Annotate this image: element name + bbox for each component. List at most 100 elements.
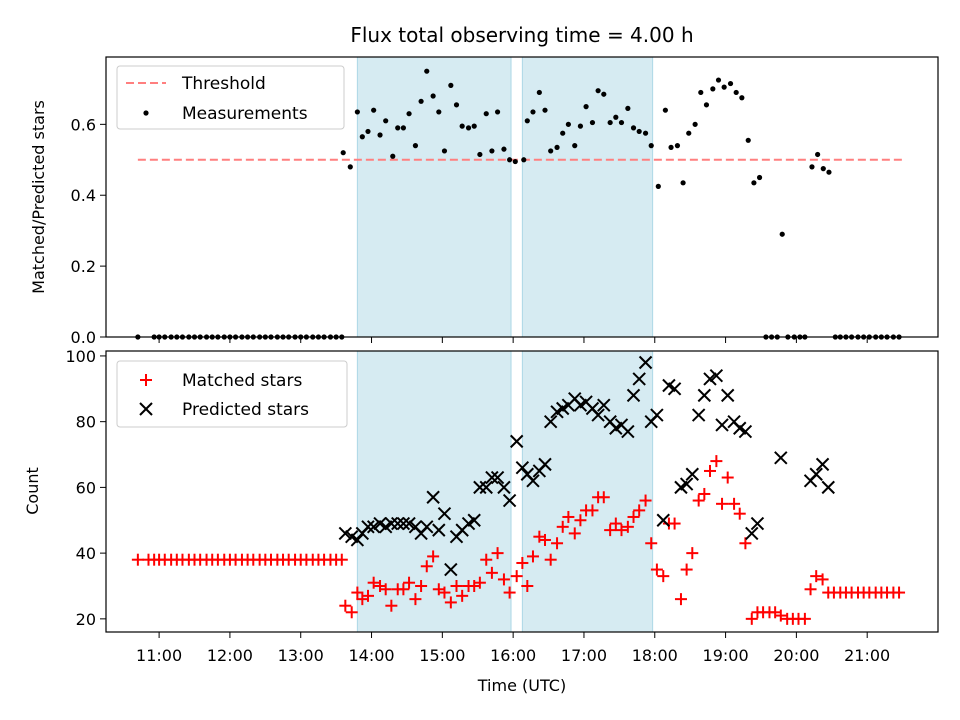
predicted-star-point [691, 408, 706, 422]
top-legend: Threshold Measurements [116, 65, 345, 130]
bottom-y-tick-label: 60 [76, 478, 96, 497]
predicted-star-point [396, 516, 411, 531]
measurement-point [448, 82, 454, 88]
bottom-axes-frame [105, 350, 939, 633]
matched-star-point [544, 553, 557, 566]
matched-star-point [639, 494, 652, 507]
matched-star-point [409, 593, 422, 606]
top-legend-frame [116, 65, 345, 130]
predicted-star-point [437, 506, 452, 521]
predicted-star-point [366, 520, 381, 534]
measurement-point [395, 125, 401, 131]
matched-star-point [804, 583, 817, 596]
measurement-point [477, 151, 483, 158]
measurement-point [727, 80, 734, 87]
measurement-point [459, 123, 465, 129]
predicted-star-point [509, 434, 524, 449]
matched-star-point [510, 570, 523, 583]
matched-star-point [379, 583, 392, 596]
x-tick-label: 11:00 [136, 646, 182, 665]
predicted-star-point [338, 526, 353, 541]
measurement-point [530, 109, 536, 115]
measurement-point [371, 107, 377, 113]
legend-measurements-swatch [143, 110, 149, 116]
matched-star-point [427, 550, 440, 563]
matched-star-point [633, 504, 646, 517]
predicted-star-point [679, 477, 694, 491]
predicted-star-point [426, 490, 440, 504]
legend-predicted-label: Predicted stars [182, 400, 309, 420]
measurement-point [560, 130, 566, 136]
predicted-star-point [526, 474, 540, 488]
matched-star-point [361, 589, 374, 602]
top-y-tick-label: 0.6 [71, 115, 96, 134]
measurement-point [453, 102, 460, 108]
measurement-point [347, 164, 353, 170]
matched-star-point [403, 576, 416, 589]
measurement-point [779, 231, 785, 237]
matched-star-point [810, 570, 823, 583]
measurement-point [465, 125, 472, 131]
measurement-point [826, 169, 832, 175]
measurement-point [636, 128, 642, 135]
top-y-tick-label: 0.4 [71, 186, 96, 205]
matched-star-point [609, 517, 622, 530]
top-y-ticks: 0.0 0.2 0.4 0.6 [71, 115, 106, 347]
matched-star-point [774, 609, 787, 622]
matched-star-point [562, 510, 575, 523]
x-tick-label: 19:00 [703, 646, 749, 665]
predicted-star-point [650, 408, 664, 422]
measurement-point [595, 88, 601, 94]
top-y-tick-label: 0.2 [71, 257, 96, 276]
predicted-star-point [597, 398, 611, 412]
predicted-star-point [809, 467, 823, 481]
measurement-point [536, 89, 542, 96]
x-axis-label: Time (UTC) [477, 676, 566, 695]
measurement-point [655, 183, 661, 189]
matched-star-point [420, 560, 433, 573]
measurement-point [430, 93, 436, 99]
predicted-stars-points [338, 355, 835, 577]
predicted-star-point [709, 368, 724, 383]
predicted-star-point [815, 457, 830, 472]
matched-star-point [497, 573, 510, 586]
top-y-tick-label: 0.0 [71, 328, 96, 347]
measurement-point [494, 109, 501, 115]
x-tick-label: 18:00 [632, 646, 678, 665]
measurement-point [577, 123, 584, 129]
matched-star-point [739, 537, 752, 550]
measurement-point [542, 107, 548, 113]
matched-star-point [621, 520, 634, 533]
matched-star-point [397, 583, 410, 596]
measurement-point [589, 119, 596, 126]
predicted-star-point [467, 513, 481, 527]
measurement-point [703, 102, 710, 108]
measurement-point [721, 84, 727, 90]
measurement-point [406, 111, 412, 117]
measurement-point [642, 130, 649, 136]
bottom-y-tick-label: 100 [65, 347, 96, 366]
measurement-point [751, 180, 757, 186]
measurement-point [601, 91, 607, 97]
bottom-panel: 20 40 60 80 100 11:00 12:00 13:00 14:00 15:00 16:… [23, 347, 939, 695]
measurement-point [565, 121, 571, 127]
predicted-star-point [703, 372, 717, 386]
matched-star-point [345, 606, 358, 619]
measurement-point [809, 164, 815, 170]
measurement-point [483, 111, 489, 117]
matched-star-point [668, 517, 681, 530]
matched-star-point [680, 563, 693, 576]
measurement-point [424, 68, 430, 74]
matched-star-point [657, 570, 670, 583]
predicted-star-point [697, 388, 712, 403]
matched-star-point [556, 520, 569, 533]
matched-star-point [415, 579, 428, 592]
matched-star-point [674, 593, 687, 606]
x-tick-label: 14:00 [348, 646, 394, 665]
predicted-star-point [774, 451, 788, 465]
predicted-star-point [538, 457, 552, 472]
matched-star-point [480, 553, 493, 566]
x-tick-label: 12:00 [207, 646, 253, 665]
predicted-star-point [502, 493, 517, 508]
measurement-point [686, 130, 692, 136]
